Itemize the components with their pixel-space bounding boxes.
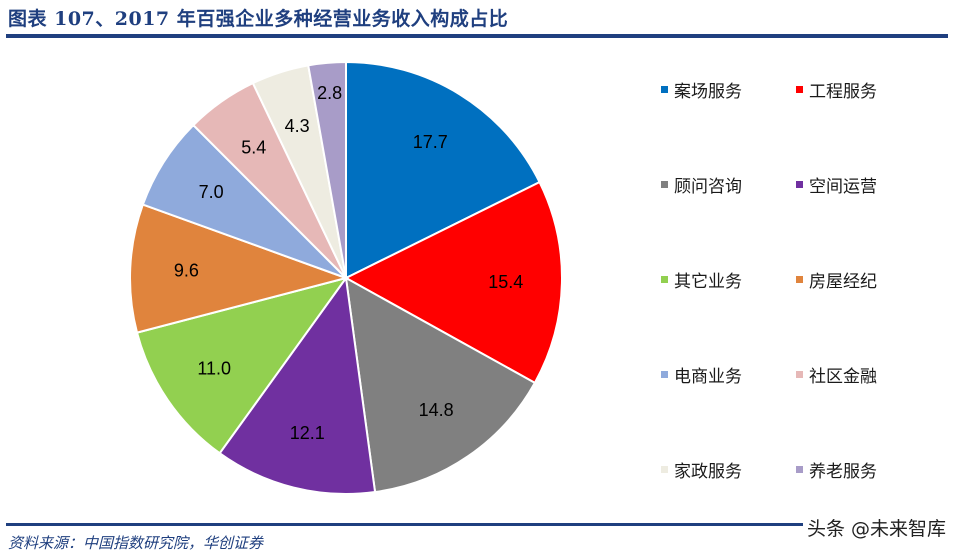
legend-label: 案场服务 bbox=[674, 82, 742, 102]
legend-swatch-icon bbox=[796, 181, 803, 188]
pie-slice bbox=[135, 276, 349, 455]
legend-swatch-icon bbox=[661, 181, 668, 188]
slice-value-label: 9.6 bbox=[174, 261, 199, 281]
legend-item: 空间运营 bbox=[796, 172, 877, 197]
slice-value-label: 17.7 bbox=[413, 132, 448, 152]
footer-divider bbox=[6, 523, 948, 526]
chart-title: 图表 107、2017 年百强企业多种经营业务收入构成占比 bbox=[8, 8, 509, 30]
pie-chart: 17.7 15.4 14.8 12.1 11.0 9.6 7.0 5.4 4.3 2.8 bbox=[129, 60, 563, 495]
slice-value-label: 5.4 bbox=[241, 137, 266, 157]
chart-area: 17.7 15.4 14.8 12.1 11.0 9.6 7.0 5.4 4.3 2.8 案场服务… bbox=[0, 40, 962, 520]
slice-value-label: 14.8 bbox=[419, 400, 454, 420]
legend-item: 房屋经纪 bbox=[796, 267, 877, 292]
legend-item: 电商业务 bbox=[661, 362, 742, 387]
slice-value-label: 7.0 bbox=[199, 182, 224, 202]
slice-value-label: 12.1 bbox=[290, 423, 325, 443]
legend-item: 工程服务 bbox=[796, 77, 877, 102]
pie-slice bbox=[307, 60, 347, 279]
legend-item: 其它业务 bbox=[661, 267, 742, 292]
legend-label: 空间运营 bbox=[809, 177, 877, 197]
legend-swatch-icon bbox=[661, 276, 668, 283]
pie-slice bbox=[129, 203, 350, 334]
slice-value-label: 4.3 bbox=[285, 116, 310, 136]
legend-label: 顾问咨询 bbox=[674, 177, 742, 197]
source-note: 资料来源：中国指数研究院，华创证券 bbox=[8, 534, 264, 552]
legend-swatch-icon bbox=[661, 371, 668, 378]
pie-slice bbox=[218, 275, 377, 495]
legend-label: 家政服务 bbox=[674, 462, 742, 482]
pie-slice bbox=[344, 276, 537, 494]
slice-value-label: 11.0 bbox=[197, 358, 231, 378]
legend-swatch-icon bbox=[661, 466, 668, 473]
legend-item: 养老服务 bbox=[796, 457, 877, 482]
legend-label: 工程服务 bbox=[809, 82, 877, 102]
pie-slice bbox=[343, 180, 563, 385]
legend-swatch-icon bbox=[796, 371, 803, 378]
title-divider bbox=[6, 34, 948, 38]
legend-item: 家政服务 bbox=[661, 457, 742, 482]
pie-slice bbox=[345, 60, 541, 280]
legend-item: 顾问咨询 bbox=[661, 172, 742, 197]
legend-swatch-icon bbox=[661, 86, 668, 93]
slice-value-label: 15.4 bbox=[488, 272, 523, 292]
legend-label: 电商业务 bbox=[674, 367, 742, 387]
legend-swatch-icon bbox=[796, 276, 803, 283]
legend-label: 其它业务 bbox=[674, 272, 742, 292]
legend-label: 社区金融 bbox=[809, 367, 877, 387]
legend-item: 社区金融 bbox=[796, 362, 877, 387]
slice-value-label: 2.8 bbox=[317, 83, 342, 103]
legend-label: 房屋经纪 bbox=[809, 272, 877, 292]
legend-item: 案场服务 bbox=[661, 77, 742, 102]
legend-label: 养老服务 bbox=[809, 462, 877, 482]
legend-swatch-icon bbox=[796, 86, 803, 93]
legend-swatch-icon bbox=[796, 466, 803, 473]
watermark: 头条 @未来智库 bbox=[802, 514, 950, 541]
